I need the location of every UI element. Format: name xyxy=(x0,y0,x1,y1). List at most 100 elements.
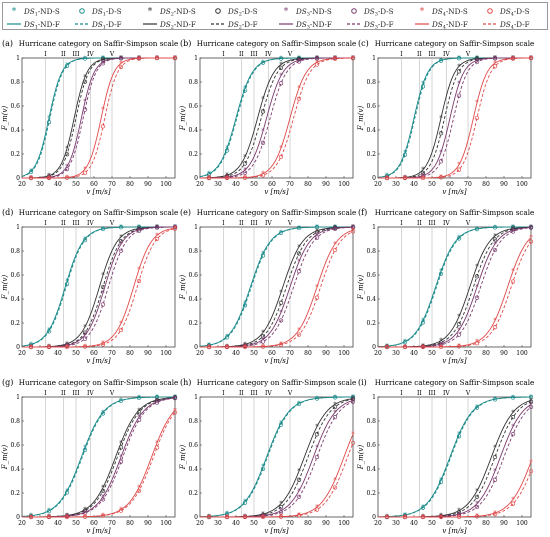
category-label: III xyxy=(250,51,258,58)
fragility-curve xyxy=(22,57,175,179)
sample-point xyxy=(100,411,106,416)
sample-point xyxy=(438,271,444,276)
sample-point xyxy=(492,325,498,330)
category-label: IV xyxy=(443,51,450,58)
sample-point xyxy=(64,63,70,68)
category-label: II xyxy=(417,220,422,227)
category-label: V xyxy=(109,51,115,58)
x-tick-label: 20 xyxy=(374,181,382,188)
y-tick-label: 0.8 xyxy=(366,79,376,86)
sample-point: * xyxy=(385,174,389,182)
y-tick-label: 0 xyxy=(194,175,198,182)
y-tick-label: 1 xyxy=(194,394,198,401)
y-axis-label: F_m(v) xyxy=(1,106,9,132)
sample-point: * xyxy=(173,55,177,63)
fragility-curve xyxy=(378,57,531,179)
sample-point xyxy=(402,339,408,345)
fragility-curve xyxy=(378,404,532,518)
sample-point xyxy=(474,56,480,62)
legend-entry: DS2-D-S xyxy=(215,7,258,18)
y-axis-label: F_m(v) xyxy=(1,445,9,471)
y-tick-label: 1 xyxy=(16,55,20,62)
x-tick-label: 50 xyxy=(428,350,436,357)
plot-frame xyxy=(377,396,532,518)
sample-point: * xyxy=(529,55,533,63)
sample-point xyxy=(384,175,390,181)
sample-point xyxy=(438,340,444,345)
category-label: II xyxy=(61,220,66,227)
sample-point xyxy=(510,432,516,437)
y-axis-label: F_m(v) xyxy=(179,445,187,471)
category-label: III xyxy=(250,220,258,227)
sample-point xyxy=(402,344,408,350)
sample-point xyxy=(510,229,516,234)
sample-point: * xyxy=(529,55,533,63)
sample-point: * xyxy=(529,234,533,242)
legend-circle-marker xyxy=(215,8,221,14)
panel-label: (c) xyxy=(358,39,369,48)
chart-title: Hurricane category on Saffir-Simpson sca… xyxy=(197,208,357,217)
sample-point xyxy=(438,131,444,136)
sample-point xyxy=(154,55,160,61)
sample-point xyxy=(82,344,88,349)
sample-point: * xyxy=(119,397,123,405)
sample-point xyxy=(242,175,248,180)
sample-point: * xyxy=(119,454,123,462)
chart-title: Hurricane category on Saffir-Simpson sca… xyxy=(197,378,357,387)
sample-point xyxy=(136,417,142,423)
sample-point: * xyxy=(83,509,87,517)
sample-point: * xyxy=(529,55,533,63)
sample-point: * xyxy=(83,73,87,81)
fragility-curve xyxy=(200,231,354,348)
category-label: II xyxy=(239,390,244,397)
sample-point: * xyxy=(529,458,533,466)
sample-point: * xyxy=(101,272,105,280)
fragility-curve xyxy=(200,396,353,518)
sample-point xyxy=(314,56,320,61)
plot-frame xyxy=(21,396,176,518)
sample-point: * xyxy=(493,60,497,68)
x-tick-label: 50 xyxy=(72,520,80,527)
x-tick-label: 80 xyxy=(482,350,490,357)
sample-point: * xyxy=(511,409,515,417)
x-tick-label: 90 xyxy=(500,520,508,527)
fragility-curve xyxy=(22,57,175,179)
sample-point: * xyxy=(457,313,461,321)
y-tick-label: 0 xyxy=(194,344,198,351)
x-axis-label: v [m/s] xyxy=(86,188,110,196)
sample-point: * xyxy=(173,225,177,233)
sample-point: * xyxy=(315,444,319,452)
sample-point xyxy=(260,253,266,258)
sample-point: * xyxy=(421,343,425,351)
y-tick-label: 1 xyxy=(194,55,198,62)
x-tick-label: 50 xyxy=(72,350,80,357)
sample-point: * xyxy=(475,263,479,271)
sample-point xyxy=(118,459,124,464)
sample-point xyxy=(384,514,390,520)
legend-entry: * DS3-ND-S xyxy=(284,7,332,18)
sample-point xyxy=(510,395,516,400)
legend-label: DS3-D-F xyxy=(363,20,394,31)
x-tick-label: 90 xyxy=(500,181,508,188)
fragility-curve xyxy=(22,397,176,518)
sample-point: * xyxy=(29,513,33,521)
fragility-curve xyxy=(22,226,175,348)
sample-point xyxy=(314,454,320,460)
chart-panel: (b) Hurricane category on Saffir-Simpson … xyxy=(179,39,356,196)
panel-label: (h) xyxy=(180,378,191,387)
sample-point xyxy=(314,396,320,401)
sample-point xyxy=(82,170,88,175)
sample-point: * xyxy=(333,476,337,484)
category-label: V xyxy=(287,51,293,58)
legend-star-marker: * xyxy=(284,7,289,17)
sample-point xyxy=(314,432,320,437)
chart-title: Hurricane category on Saffir-Simpson sca… xyxy=(375,208,535,217)
sample-point: * xyxy=(261,343,265,351)
sample-point xyxy=(332,395,338,400)
sample-point xyxy=(82,237,88,243)
x-tick-label: 100 xyxy=(338,350,350,357)
sample-point: * xyxy=(403,174,407,182)
fragility-curve xyxy=(22,57,175,179)
sample-point xyxy=(154,400,160,405)
y-tick-label: 0.6 xyxy=(366,103,376,110)
